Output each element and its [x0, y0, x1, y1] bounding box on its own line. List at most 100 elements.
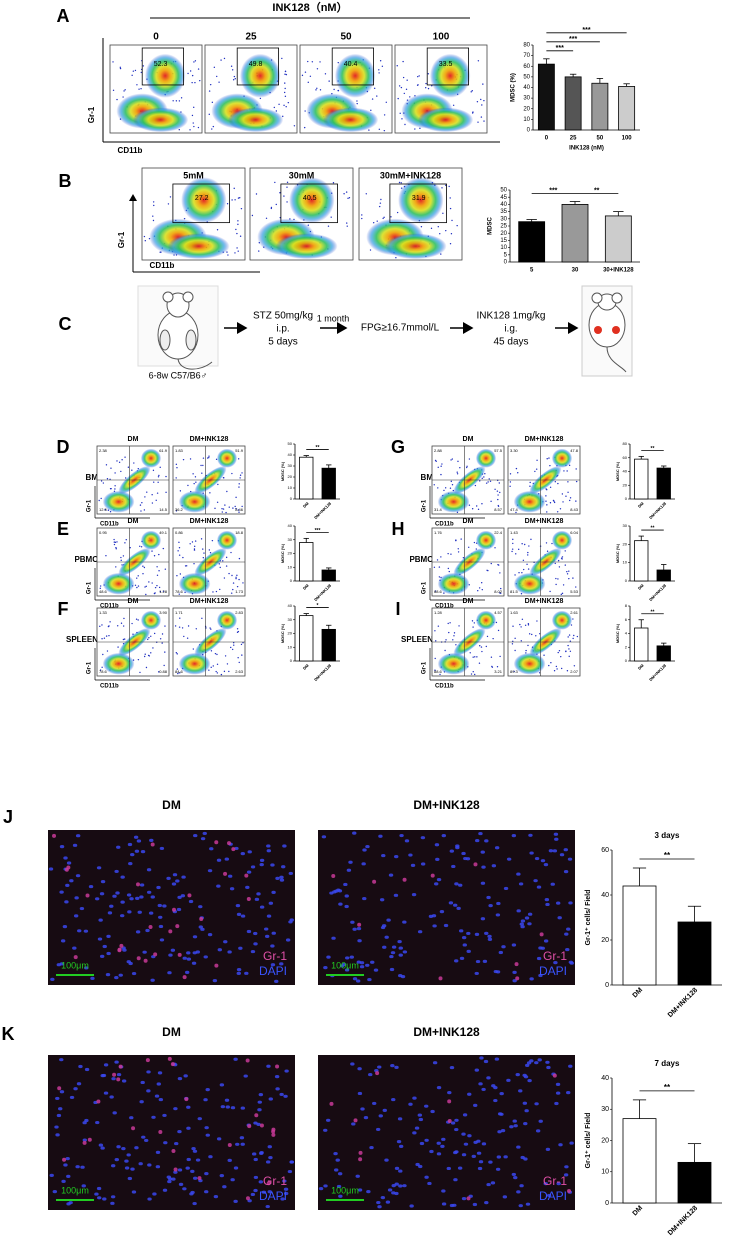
event-dot: [178, 547, 181, 549]
nucleus: [254, 897, 260, 901]
event-dot: [193, 125, 195, 128]
event-dot: [99, 669, 102, 671]
nucleus: [398, 1184, 403, 1188]
event-dot: [214, 507, 216, 510]
nucleus: [398, 953, 403, 957]
event-dot: [210, 650, 213, 652]
quadrant-value: 14.5: [159, 507, 168, 512]
event-dot: [480, 646, 483, 648]
nucleus: [98, 918, 103, 922]
nucleus: [434, 882, 439, 886]
event-dot: [528, 633, 531, 635]
event-dot: [145, 593, 147, 596]
gate-value: 33.5: [439, 61, 453, 68]
nucleus: [493, 1098, 498, 1103]
gr1-cell: [245, 1196, 250, 1201]
nucleus: [378, 1114, 383, 1118]
event-dot: [109, 488, 112, 490]
event-dot: [279, 192, 281, 194]
nucleus: [341, 962, 347, 967]
event-dot: [402, 60, 404, 63]
nucleus: [270, 963, 276, 967]
nucleus: [563, 1173, 569, 1177]
event-dot: [435, 640, 437, 642]
density: [289, 177, 335, 224]
nucleus: [233, 1057, 238, 1061]
event-dot: [420, 226, 423, 228]
bar: [634, 627, 649, 662]
y-tick-label: 10: [500, 245, 507, 251]
nucleus: [388, 873, 394, 877]
event-dot: [151, 582, 153, 584]
nucleus: [455, 845, 460, 850]
event-dot: [144, 653, 146, 655]
event-dot: [153, 555, 156, 557]
event-dot: [176, 575, 178, 577]
event-dot: [228, 670, 230, 673]
event-dot: [346, 225, 348, 227]
event-dot: [103, 637, 106, 639]
nucleus: [279, 875, 284, 879]
event-dot: [193, 563, 195, 565]
event-dot: [101, 638, 103, 640]
nucleus: [394, 854, 399, 859]
nucleus: [454, 1150, 459, 1154]
chart-y-label: MDSC (%): [280, 623, 285, 643]
nucleus: [227, 874, 233, 878]
nucleus: [352, 927, 357, 931]
nucleus: [110, 1201, 115, 1205]
event-dot: [450, 553, 452, 555]
nucleus: [440, 1144, 445, 1149]
gr1-cell: [197, 1176, 202, 1181]
nucleus: [106, 934, 111, 938]
y-tick-label: 0: [290, 578, 293, 583]
event-dot: [275, 110, 278, 112]
event-dot: [545, 542, 548, 544]
event-dot: [225, 565, 228, 567]
density: [429, 53, 471, 98]
nucleus: [181, 875, 186, 879]
event-dot: [521, 618, 524, 620]
event-dot: [237, 630, 240, 633]
gr1-cell: [227, 841, 232, 846]
nucleus: [268, 1097, 273, 1101]
nucleus: [461, 935, 467, 940]
event-dot: [543, 654, 545, 656]
nucleus: [65, 883, 70, 887]
event-dot: [208, 669, 210, 671]
chart-category: 30+INK128: [603, 268, 634, 274]
bar: [622, 1118, 657, 1204]
x-label: CD11b: [100, 522, 119, 528]
nucleus: [264, 934, 270, 938]
nucleus: [88, 884, 94, 889]
nucleus: [240, 852, 246, 856]
event-dot: [448, 570, 450, 573]
chart-y-label: MDSC (%): [615, 543, 620, 563]
event-dot: [241, 654, 243, 656]
plot-title: DM+INK128: [190, 436, 229, 443]
event-dot: [226, 251, 228, 253]
event-dot: [489, 480, 492, 483]
nucleus: [556, 1182, 561, 1186]
nucleus: [412, 1131, 417, 1135]
event-dot: [385, 101, 387, 103]
event-dot: [231, 199, 233, 201]
y-tick-label: 0: [527, 128, 531, 134]
event-dot: [153, 632, 156, 635]
micrograph: [48, 1055, 295, 1210]
chart-y-label: MDSC (%): [280, 543, 285, 563]
event-dot: [284, 73, 286, 75]
event-dot: [230, 551, 232, 554]
event-dot: [538, 672, 541, 674]
nucleus: [54, 1125, 59, 1129]
event-dot: [222, 560, 224, 562]
nucleus: [146, 1070, 151, 1074]
nucleus: [186, 1157, 191, 1162]
y-tick-label: 5: [504, 252, 508, 258]
nucleus: [369, 1145, 374, 1150]
event-dot: [218, 563, 220, 565]
nucleus: [366, 1190, 371, 1194]
nucleus: [417, 930, 423, 934]
nucleus: [227, 1158, 232, 1162]
nucleus: [522, 1073, 527, 1077]
